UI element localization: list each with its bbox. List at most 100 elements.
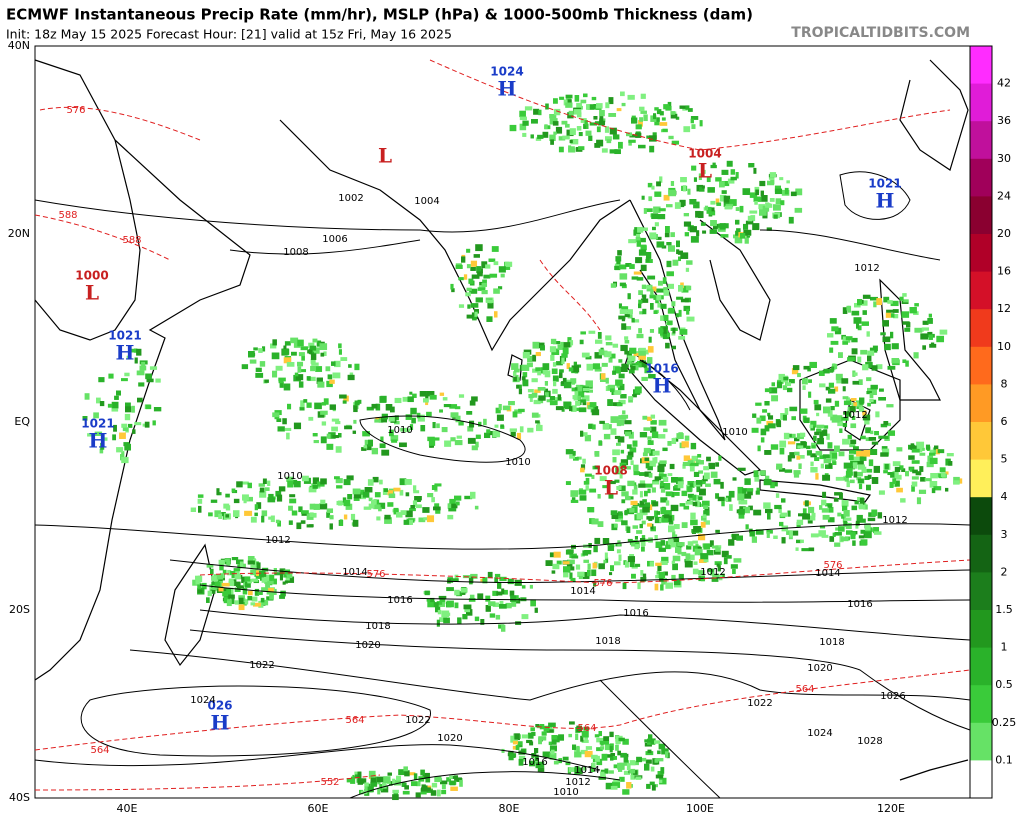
precip-cell [388,493,396,499]
precip-cell [855,400,863,407]
colorbar-swatch [970,309,992,348]
precip-cell [816,412,820,417]
precip-cell [427,436,435,442]
precip-cell [699,488,706,496]
precip-cell [774,188,783,195]
precip-cell [629,347,637,354]
precip-cell [609,149,618,154]
precip-cell [548,741,552,746]
precip-cell [431,485,438,490]
precip-cell [627,556,636,563]
precip-cell [899,296,904,301]
precip-cell [581,352,590,358]
precip-cell [310,359,316,364]
precip-cell [458,277,464,281]
precip-cell [753,167,757,174]
precip-cell [838,352,843,358]
precip-cell [458,304,465,308]
precip-cell [296,522,302,530]
precip-cell [644,490,648,497]
precip-cell [882,336,891,343]
precip-cell [493,288,500,294]
precip-cell [125,406,132,413]
isobar-label: 1016 [623,608,648,619]
precip-cell [521,364,530,371]
precip-cell [801,378,808,385]
precip-cell [306,376,311,381]
precip-cell [638,350,646,356]
isobar-label: 1016 [522,757,547,768]
precip-cell [214,581,221,588]
precip-cell [543,725,550,732]
precip-cell [316,340,322,347]
precip-cell [818,530,826,537]
precip-cell [554,108,561,116]
precip-cell [302,475,309,482]
precip-cell [383,776,391,784]
precip-cell [665,544,671,550]
precip-cell [683,305,691,312]
precip-cell [845,470,852,478]
precip-cell [299,406,305,411]
precip-cell [870,296,878,301]
precip-cell [639,491,643,498]
precip-cell [638,120,643,127]
precip-cell [380,786,389,793]
precip-cell [682,185,687,192]
precip-cell [504,261,513,267]
precip-cell [662,128,668,132]
precip-cell [489,613,496,618]
precip-cell [588,423,593,429]
precip-cell [119,432,126,439]
precip-cell [308,487,317,493]
isobar-label: 1020 [355,640,380,651]
precip-cell [781,498,786,503]
precip-cell [744,237,749,244]
precip-cell [896,447,903,452]
precip-cell [485,605,491,612]
precip-cell [529,584,533,589]
precip-cell [379,396,387,403]
colorbar-swatch [970,271,992,310]
precip-cell [859,454,867,461]
precip-cell [329,379,335,384]
colorbar-swatch [970,121,992,160]
precip-cell [511,599,517,607]
precip-cell [924,478,932,482]
precip-cell [475,441,479,448]
precip-cell [218,513,222,519]
precip-cell [677,481,684,489]
precip-cell [591,518,599,525]
precip-cell [501,588,505,595]
precip-cell [784,187,789,195]
precip-cell [711,545,719,549]
precip-cell [616,257,621,265]
precip-cell [272,339,277,346]
precip-cell [441,790,447,795]
precip-cell [114,395,119,400]
precip-cell [637,582,641,590]
precip-cell [862,410,867,416]
precip-cell [364,786,368,793]
precip-cell [309,345,317,351]
precip-cell [537,134,544,139]
precip-cell [863,504,868,510]
precip-cell [536,424,543,432]
precip-cell [250,564,257,569]
precip-cell [649,294,656,299]
precip-cell [678,285,684,292]
precip-cell [325,366,331,372]
precip-cell [210,589,216,594]
precip-cell [701,479,706,485]
precip-cell [878,435,886,439]
precip-cell [435,606,441,613]
precip-cell [714,549,721,555]
precip-cell [498,286,503,290]
precip-cell [726,160,733,167]
precip-cell [873,301,877,308]
precip-cell [698,570,705,575]
precip-cell [210,568,214,575]
precip-cell [354,363,360,371]
precip-cell [699,120,703,127]
precip-cell [828,382,835,388]
